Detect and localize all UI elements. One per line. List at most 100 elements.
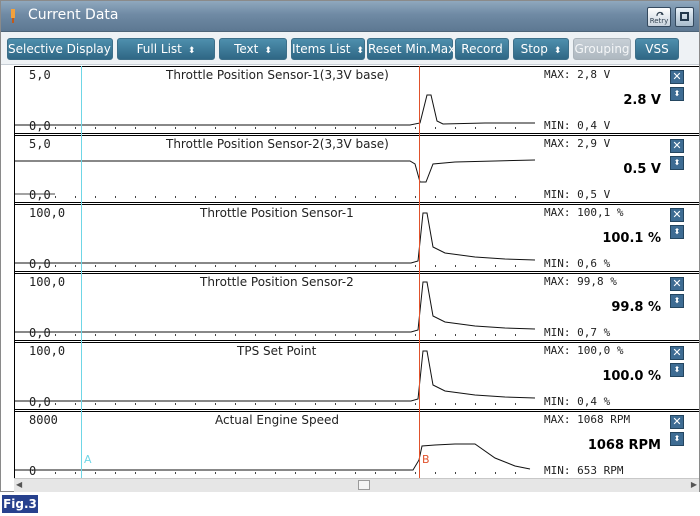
close-icon[interactable]: ✕ [670,415,684,429]
axis-tick [275,403,276,405]
reorder-icon[interactable]: ⬍ [670,294,684,308]
axis-tick [315,403,316,405]
signal-plot [15,159,536,198]
axis-tick [455,265,456,267]
axis-tick [515,196,516,198]
signal-trace [15,212,536,264]
axis-tick [175,127,176,129]
close-icon[interactable]: ✕ [670,277,684,291]
axis-tick [55,265,56,267]
graph-row: 100,0 0,0 Throttle Position Sensor-1 [15,204,543,272]
axis-tick [275,196,276,198]
axis-tick [215,196,216,198]
cursor-b-line[interactable] [419,66,420,478]
axis-tick [415,403,416,405]
close-icon[interactable]: ✕ [670,208,684,222]
axis-tick [495,403,496,405]
axis-tick [275,472,276,474]
axis-tick [375,472,376,474]
axis-tick [135,196,136,198]
scroll-left-icon[interactable]: ◀ [16,480,23,489]
tool-icon [11,9,15,23]
axis-tick [315,196,316,198]
axis-tick [455,403,456,405]
reset-minmax-button[interactable]: Reset Min.Max [367,38,456,60]
axis-tick [275,334,276,336]
signal-name: Throttle Position Sensor-1(3,3V base) [166,68,389,82]
axis-tick [195,196,196,198]
text-button[interactable]: Text ⬍ [219,38,287,60]
max-value: MAX: 2,8 V [544,68,611,81]
cursor-a-line[interactable] [81,66,82,478]
axis-tick [295,265,296,267]
dropdown-arrows-icon: ⬍ [187,46,196,56]
axis-tick [395,334,396,336]
axis-tick [495,334,496,336]
graph-row: 5,0 0,0 Throttle Position Sensor-1(3,3V ba… [15,66,543,134]
y-max-label: 8000 [29,413,58,427]
reorder-icon[interactable]: ⬍ [670,363,684,377]
signal-trace [15,94,535,126]
reorder-icon[interactable]: ⬍ [670,225,684,239]
axis-tick [95,472,96,474]
reset-minmax-label: Reset Min.Max [368,42,456,56]
axis-tick [295,403,296,405]
reorder-icon[interactable]: ⬍ [670,432,684,446]
full-list-button[interactable]: Full List ⬍ [117,38,215,60]
axis-tick [335,403,336,405]
axis-tick [235,403,236,405]
record-button[interactable]: Record [455,38,509,60]
stop-button[interactable]: Stop ⬍ [513,38,569,60]
min-value: MIN: 0,6 % [544,257,611,270]
current-value: 2.8 V [623,93,661,108]
axis-tick [175,472,176,474]
vss-button[interactable]: VSS [635,38,679,60]
retry-button[interactable]: Retry [647,7,671,27]
reorder-icon[interactable]: ⬍ [670,87,684,101]
items-list-button[interactable]: Items List ⬍ [291,38,365,60]
axis-tick [155,265,156,267]
signal-plot [15,443,531,474]
axis-tick [235,334,236,336]
close-icon[interactable]: ✕ [670,346,684,360]
axis-tick [75,403,76,405]
axis-tick [375,127,376,129]
scroll-thumb[interactable] [358,480,370,490]
reorder-icon[interactable]: ⬍ [670,156,684,170]
axis-tick [175,334,176,336]
signal-trace [15,281,536,333]
horizontal-scrollbar[interactable]: ◀ ▶ [14,478,699,492]
axis-tick [355,403,356,405]
signal-trace [15,350,536,402]
retry-icon [656,11,664,17]
close-icon[interactable]: ✕ [670,70,684,84]
axis-tick [435,472,436,474]
axis-tick [315,334,316,336]
selective-display-button[interactable]: Selective Display⬍ [7,38,124,60]
axis-tick [255,127,256,129]
axis-tick [335,334,336,336]
y-min-label: 0,0 [29,188,51,202]
axis-tick [95,196,96,198]
y-max-label: 100,0 [29,206,66,220]
value-row: MAX: 2,8 V MIN: 0,4 V 2.8 V ✕ ⬍ [542,66,699,134]
axis-tick [255,472,256,474]
axis-tick [295,472,296,474]
current-value: 99.8 % [611,300,661,315]
axis-tick [155,196,156,198]
axis-tick [55,196,56,198]
y-min-label: 0,0 [29,257,51,271]
axis-tick [355,265,356,267]
axis-tick [275,127,276,129]
grouping-button: Grouping [573,38,631,60]
axis-tick [355,334,356,336]
axis-tick [375,196,376,198]
axis-tick [95,334,96,336]
maximize-button[interactable] [675,7,694,27]
grouping-label: Grouping [574,42,630,56]
scroll-right-icon[interactable]: ▶ [690,480,697,489]
axis-tick [315,127,316,129]
axis-tick [455,127,456,129]
close-icon[interactable]: ✕ [670,139,684,153]
cursor-b-label: B [422,453,430,466]
